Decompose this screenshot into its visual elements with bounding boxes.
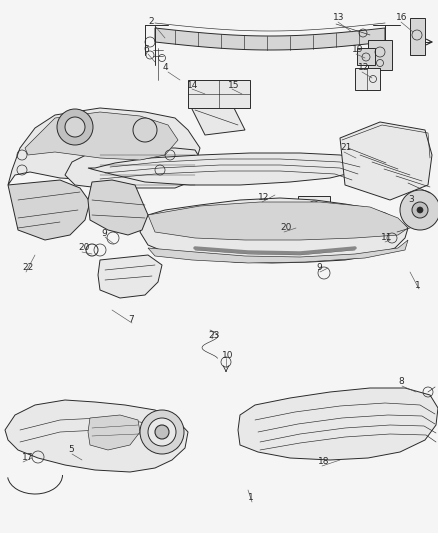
Text: 23: 23	[208, 330, 219, 340]
Text: 5: 5	[68, 446, 74, 455]
Circle shape	[148, 418, 176, 446]
Polygon shape	[5, 400, 188, 472]
Polygon shape	[298, 196, 330, 218]
Polygon shape	[155, 28, 385, 50]
Text: 11: 11	[381, 233, 392, 243]
Text: 17: 17	[22, 454, 33, 463]
Polygon shape	[148, 202, 408, 240]
Text: 12: 12	[358, 63, 369, 72]
Polygon shape	[148, 240, 408, 263]
Text: 10: 10	[222, 351, 233, 360]
Polygon shape	[190, 100, 245, 135]
Text: 15: 15	[228, 80, 240, 90]
Polygon shape	[340, 122, 432, 200]
Circle shape	[65, 117, 85, 137]
Polygon shape	[8, 180, 90, 240]
Text: 9: 9	[316, 263, 322, 272]
Polygon shape	[355, 68, 380, 90]
Polygon shape	[65, 148, 205, 188]
Text: 21: 21	[340, 143, 351, 152]
Circle shape	[412, 202, 428, 218]
Text: 20: 20	[78, 244, 89, 253]
Text: 16: 16	[396, 13, 407, 22]
Polygon shape	[188, 80, 250, 108]
Circle shape	[140, 410, 184, 454]
Polygon shape	[25, 112, 178, 160]
Polygon shape	[8, 108, 200, 185]
Polygon shape	[238, 388, 438, 460]
Text: 2: 2	[148, 18, 154, 27]
Polygon shape	[140, 198, 408, 263]
Polygon shape	[410, 18, 425, 55]
Polygon shape	[357, 48, 375, 65]
Text: 1: 1	[415, 280, 421, 289]
Circle shape	[400, 190, 438, 230]
Polygon shape	[98, 255, 162, 298]
Text: 14: 14	[187, 80, 198, 90]
Text: 9: 9	[101, 229, 107, 238]
Circle shape	[57, 109, 93, 145]
Text: 12: 12	[258, 193, 269, 203]
Polygon shape	[88, 153, 368, 185]
Text: 18: 18	[318, 457, 329, 466]
Text: 6: 6	[143, 45, 149, 54]
Text: 13: 13	[333, 13, 345, 22]
Polygon shape	[88, 415, 140, 450]
Text: 19: 19	[352, 45, 364, 54]
Text: 3: 3	[408, 196, 414, 205]
Text: 1: 1	[248, 494, 254, 503]
Text: 7: 7	[128, 316, 134, 325]
Text: 20: 20	[280, 223, 291, 232]
Circle shape	[417, 207, 423, 213]
Circle shape	[133, 118, 157, 142]
Polygon shape	[88, 180, 148, 235]
Text: 4: 4	[163, 63, 169, 72]
Polygon shape	[368, 40, 392, 70]
Text: 8: 8	[398, 377, 404, 386]
Circle shape	[155, 425, 169, 439]
Text: 22: 22	[22, 263, 33, 272]
